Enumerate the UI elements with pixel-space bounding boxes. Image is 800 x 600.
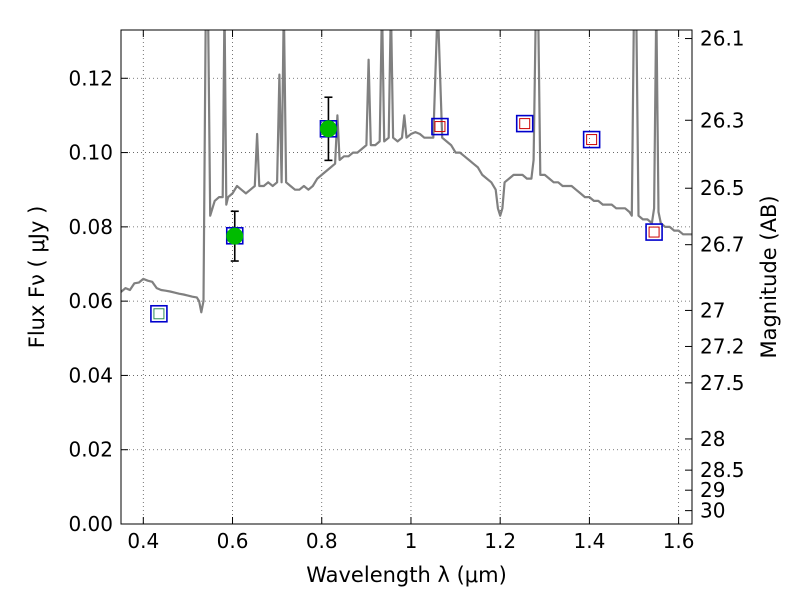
x-tick-label-4: 1.2: [484, 529, 516, 553]
model-box-3: [431, 117, 449, 136]
grid-lines: [121, 30, 692, 525]
x-tick-label-0: 0.4: [127, 529, 159, 553]
model-box-inner-6: [648, 226, 660, 238]
y2-tick-label-6: 27.5: [700, 371, 745, 395]
y2-tick-label-8: 28.5: [700, 458, 745, 482]
y2-tick-label-5: 27.2: [700, 334, 745, 358]
spectrum-line: [121, 30, 692, 314]
model-box-inner-3: [434, 121, 446, 133]
axis-ticks: [121, 30, 692, 525]
y2-tick-label-1: 26.3: [700, 108, 745, 132]
model-box-inner-0: [153, 308, 165, 320]
model-box-inner-4: [519, 118, 531, 130]
y2-tick-label-4: 27: [700, 298, 725, 322]
y2-tick-label-2: 26.5: [700, 176, 745, 200]
spectrum-layer: [121, 30, 692, 314]
y-tick-label-1: 0.02: [68, 438, 113, 462]
x-tick-label-3: 1: [405, 529, 418, 553]
model-box-5: [582, 130, 601, 149]
model-box-inner-5: [586, 134, 598, 146]
detection-point-0: [226, 227, 244, 245]
model-box-6: [645, 223, 663, 241]
x-tick-label-6: 1.6: [663, 529, 695, 553]
y2-tick-label-10: 30: [700, 499, 725, 523]
model-box-4: [515, 114, 534, 133]
y2-tick-label-0: 26.1: [700, 27, 745, 51]
y2-axis-title: Magnitude (AB): [757, 195, 781, 358]
model-box-0: [150, 304, 168, 323]
photometry-points: [150, 96, 663, 323]
y-tick-label-4: 0.08: [68, 215, 113, 239]
y-tick-label-5: 0.10: [68, 141, 113, 165]
x-tick-label-1: 0.6: [217, 529, 249, 553]
y2-tick-label-9: 29: [700, 478, 725, 502]
y-axis-title: Flux Fν ( μJy ): [25, 206, 49, 349]
x-tick-label-2: 0.8: [306, 529, 338, 553]
y-tick-label-0: 0.00: [68, 512, 113, 536]
x-axis-title: Wavelength λ (μm): [306, 563, 507, 587]
y2-tick-label-3: 26.7: [700, 233, 745, 257]
x-tick-label-5: 1.4: [573, 529, 605, 553]
y-tick-label-2: 0.04: [68, 363, 113, 387]
y-tick-label-6: 0.12: [68, 66, 113, 90]
y-tick-label-3: 0.06: [68, 289, 113, 313]
y2-tick-label-7: 28: [700, 427, 725, 451]
tick-labels: 0.4 0.6 0.8 1 1.2 1.4 1.6 0.00 0.02 0.04 0.06 0.08 0…: [68, 27, 744, 553]
plot-frame: [120, 29, 693, 525]
detection-point-1: [319, 120, 337, 138]
